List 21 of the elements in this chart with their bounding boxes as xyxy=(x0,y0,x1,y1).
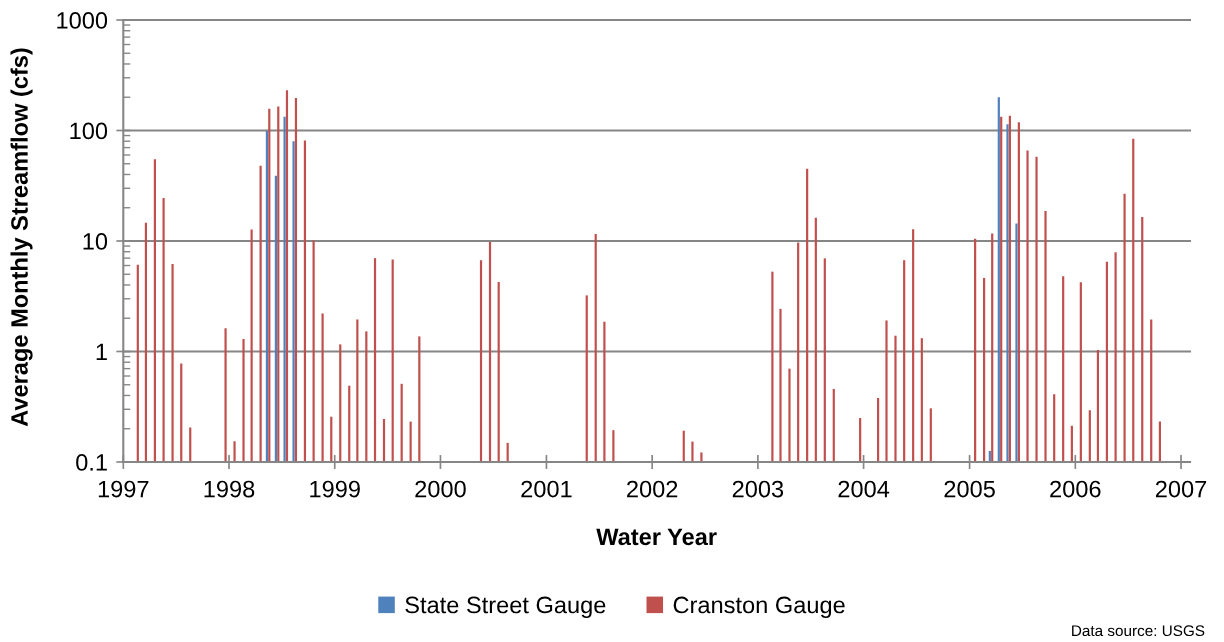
x-axis-title: Water Year xyxy=(596,528,717,546)
y-tick-label: 0.1 xyxy=(76,454,107,471)
x-tick-label: 1998 xyxy=(204,480,255,498)
source-note: Data source: USGS xyxy=(1072,625,1205,637)
y-axis-title: Average Monthly Streamflow (cfs) xyxy=(10,48,33,427)
x-tick-label: 2007 xyxy=(1155,480,1207,498)
x-tick-label: 1997 xyxy=(98,480,149,498)
legend-label: Cranston Gauge xyxy=(673,596,845,619)
y-tick-label: 1 xyxy=(96,343,107,361)
x-tick-label: 2003 xyxy=(732,480,784,498)
x-tick-label: 2001 xyxy=(521,480,572,498)
x-tick-label: 2005 xyxy=(944,480,995,498)
x-tick-label: 2004 xyxy=(838,480,890,498)
x-tick-label: 1999 xyxy=(310,480,360,498)
y-tick-label: 10 xyxy=(83,233,108,250)
x-tick-label: 2006 xyxy=(1050,480,1101,498)
y-tick-label: 100 xyxy=(70,122,108,140)
x-tick-label: 2002 xyxy=(627,480,678,498)
x-tick-label: 2000 xyxy=(415,480,466,498)
y-tick-label: 1000 xyxy=(57,12,108,29)
legend-label: State Street Gauge xyxy=(405,596,606,619)
